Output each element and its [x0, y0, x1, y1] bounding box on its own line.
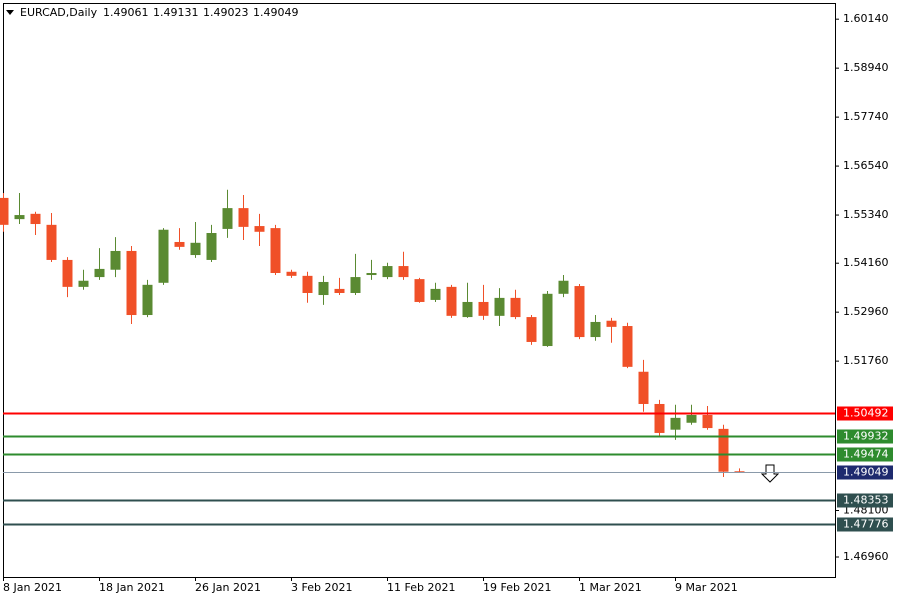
candle-body — [62, 259, 73, 287]
ohlc-close: 1.49049 — [253, 6, 299, 19]
candle-body — [718, 428, 729, 472]
candle-body — [414, 279, 425, 302]
candle-body — [238, 208, 249, 227]
price-label-box — [837, 493, 893, 508]
chart-title: EURCAD,Daily — [20, 6, 98, 19]
candle-body — [158, 229, 169, 283]
candle-body — [638, 371, 649, 404]
candle-body — [494, 297, 505, 316]
candle-body — [270, 228, 281, 273]
candle-body — [302, 275, 313, 293]
candle-body — [686, 414, 697, 423]
candle-body — [526, 317, 537, 342]
candle-body — [94, 268, 105, 278]
candle-body — [334, 288, 345, 293]
candle-body — [78, 280, 89, 287]
candle-body — [190, 242, 201, 256]
candle-body — [286, 271, 297, 276]
y-tick-label: 1.58940 — [843, 61, 889, 74]
candle-body — [0, 197, 9, 225]
y-tick-label: 1.46960 — [843, 550, 889, 563]
price-label: 1.49932 — [843, 430, 889, 443]
x-tick-label: 8 Jan 2021 — [3, 581, 62, 594]
candle-body — [142, 284, 153, 316]
price-label-box — [837, 429, 893, 444]
candle-body — [206, 233, 217, 260]
candle-body — [222, 208, 233, 229]
y-tick-label: 1.56540 — [843, 159, 889, 172]
candle-body — [430, 288, 441, 300]
y-tick-label: 1.51760 — [843, 354, 889, 367]
candle-body — [510, 297, 521, 318]
x-tick-label: 1 Mar 2021 — [579, 581, 642, 594]
ohlc-low: 1.49023 — [203, 6, 249, 19]
candle-body — [590, 321, 601, 338]
candle-body — [574, 286, 585, 338]
y-tick-label: 1.57740 — [843, 110, 889, 123]
candle-body — [478, 301, 489, 316]
candle-body — [670, 417, 681, 430]
menu-triangle — [6, 10, 14, 15]
candle-body — [366, 272, 377, 276]
price-label: 1.49049 — [843, 466, 889, 479]
x-tick-label: 26 Jan 2021 — [195, 581, 261, 594]
x-tick-label: 19 Feb 2021 — [483, 581, 551, 594]
candle-body — [46, 224, 57, 260]
price-label-box — [837, 406, 893, 421]
candle-body — [702, 414, 713, 429]
candle-body — [382, 266, 393, 278]
candle-body — [110, 250, 121, 270]
price-label-box — [837, 447, 893, 462]
price-label: 1.49474 — [843, 448, 889, 461]
y-tick-label: 1.52960 — [843, 305, 889, 318]
candle-body — [398, 266, 409, 278]
x-tick-label: 3 Feb 2021 — [291, 581, 352, 594]
sell-arrow — [760, 464, 780, 483]
price-label-box — [837, 465, 893, 480]
candle-body — [350, 277, 361, 293]
price-label: 1.47776 — [843, 518, 889, 531]
price-label-box — [837, 517, 893, 532]
price-label: 1.48353 — [843, 494, 889, 507]
candle-body — [254, 226, 265, 232]
candle-body — [622, 326, 633, 367]
x-tick-label: 18 Jan 2021 — [99, 581, 165, 594]
ohlc-high: 1.49131 — [153, 6, 199, 19]
x-tick-label: 11 Feb 2021 — [387, 581, 455, 594]
candle-body — [446, 286, 457, 316]
candle-body — [174, 241, 185, 247]
candle-body — [462, 301, 473, 318]
y-tick-label: 1.54160 — [843, 256, 889, 269]
candle-body — [30, 213, 41, 225]
candle-body — [542, 293, 553, 347]
candle-body — [318, 281, 329, 296]
candle-body — [734, 471, 745, 473]
ohlc-open: 1.49061 — [103, 6, 149, 19]
x-tick-label: 9 Mar 2021 — [675, 581, 738, 594]
candle-body — [606, 320, 617, 327]
candle-body — [14, 215, 25, 220]
y-tick-label: 1.55340 — [843, 208, 889, 221]
candle-body — [558, 280, 569, 294]
price-label: 1.50492 — [843, 407, 889, 420]
candle-body — [654, 403, 665, 433]
candle-body — [126, 250, 137, 316]
y-tick-label: 1.60140 — [843, 12, 889, 25]
